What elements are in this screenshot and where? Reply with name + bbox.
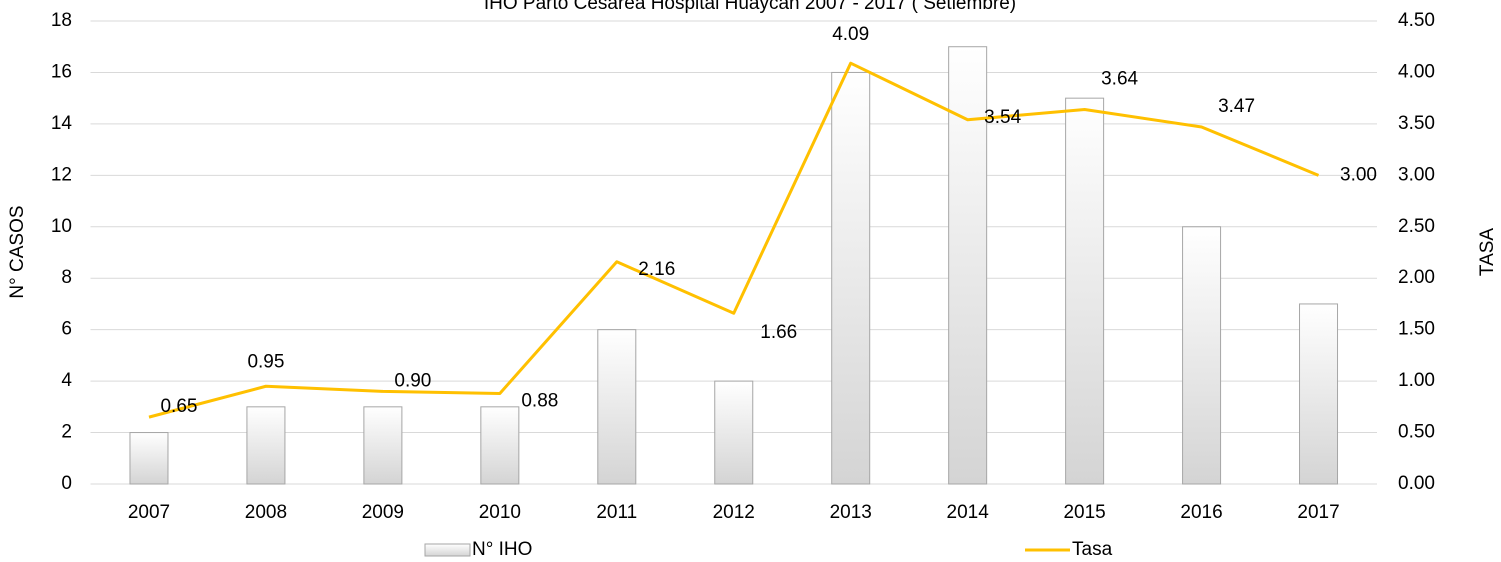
data-label: 1.66	[760, 322, 797, 343]
data-label: 0.95	[247, 351, 284, 372]
bar	[1182, 226, 1222, 485]
y-tick-label: 0	[61, 473, 72, 494]
y2-tick-label: 3.00	[1398, 164, 1435, 185]
y-tick-label: 14	[51, 113, 73, 134]
y2-tick-label: 4.00	[1398, 61, 1435, 82]
data-label: 2.16	[638, 259, 675, 280]
data-label: 3.54	[984, 107, 1021, 128]
x-tick-label: 2015	[1063, 502, 1105, 523]
y-tick-label: 8	[61, 267, 72, 288]
data-label: 4.09	[832, 24, 869, 45]
y-tick-label: 12	[51, 164, 72, 185]
y-tick-label: 2	[61, 422, 72, 443]
x-tick-label: 2012	[713, 502, 755, 523]
x-tick-label: 2007	[128, 502, 170, 523]
bar	[597, 329, 637, 485]
bar	[129, 432, 169, 485]
y-tick-label: 10	[51, 216, 72, 237]
y-tick-label: 18	[51, 10, 72, 31]
chart-title: IHO Parto Cesarea Hospital Huaycan 2007 …	[484, 0, 1016, 14]
y2-tick-label: 1.00	[1398, 370, 1435, 391]
y2-tick-label: 0.50	[1398, 422, 1435, 443]
y-axis-title: N° CASOS	[7, 205, 28, 298]
bar	[363, 406, 403, 485]
y-tick-label: 6	[61, 319, 72, 340]
data-label: 0.65	[160, 396, 197, 417]
data-label: 3.64	[1101, 69, 1138, 90]
bar	[831, 71, 871, 485]
bar	[1299, 303, 1339, 485]
y2-tick-label: 0.00	[1398, 473, 1435, 494]
x-tick-label: 2017	[1297, 502, 1339, 523]
bar	[480, 406, 520, 485]
line	[148, 61, 1320, 419]
y2-axis-title: TASA	[1477, 228, 1498, 277]
x-tick-label: 2013	[830, 502, 872, 523]
x-tick-label: 2009	[362, 502, 404, 523]
data-label: 0.88	[521, 390, 558, 411]
bar	[1065, 97, 1105, 485]
y2-tick-label: 1.50	[1398, 319, 1435, 340]
legend-swatch	[424, 543, 471, 557]
x-tick-label: 2011	[596, 502, 637, 523]
legend-label: Tasa	[1072, 539, 1113, 560]
x-tick-label: 2008	[245, 502, 287, 523]
y2-tick-label: 2.50	[1398, 216, 1435, 237]
x-tick-label: 2016	[1180, 502, 1222, 523]
bar	[246, 406, 286, 485]
data-label: 3.47	[1218, 96, 1255, 117]
x-tick-label: 2014	[947, 502, 990, 523]
y2-tick-label: 4.50	[1398, 10, 1435, 31]
y-tick-label: 16	[51, 61, 72, 82]
x-tick-label: 2010	[479, 502, 521, 523]
legend-label: N° IHO	[472, 539, 532, 560]
y2-tick-label: 2.00	[1398, 267, 1435, 288]
y-tick-label: 4	[61, 370, 72, 391]
y2-tick-label: 3.50	[1398, 113, 1435, 134]
bar	[714, 380, 754, 485]
data-label: 3.00	[1340, 164, 1377, 185]
data-label: 0.90	[394, 370, 431, 391]
